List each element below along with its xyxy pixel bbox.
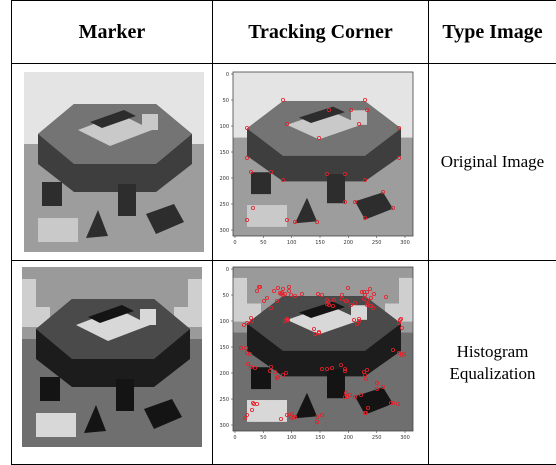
x-tick-label: 200 bbox=[344, 240, 354, 246]
marker-scene bbox=[24, 72, 204, 252]
x-tick-label: 300 bbox=[400, 435, 410, 441]
marker-image-original bbox=[12, 64, 213, 260]
tracking-cell: 0 50 100 150 200 250 300 0 50 100 150 200 250 300 bbox=[213, 64, 429, 261]
x-tick-label: 0 bbox=[233, 240, 236, 246]
block-tall bbox=[116, 379, 134, 411]
y-tick-label: 0 bbox=[226, 267, 229, 273]
marker-cell bbox=[12, 64, 213, 261]
y-tick-label: 200 bbox=[219, 176, 229, 182]
plot-image bbox=[233, 72, 413, 236]
tracking-plot-original: 0 50 100 150 200 250 300 0 50 100 150 200 250 300 bbox=[213, 64, 429, 260]
x-tick-label: 250 bbox=[372, 240, 382, 246]
small-cube bbox=[140, 309, 156, 325]
plot-area: 0 50 100 150 200 250 300 0 50 100 150 200 250 300 bbox=[219, 267, 413, 441]
flat-plate bbox=[38, 218, 78, 242]
block-tall bbox=[118, 184, 136, 216]
type-label-equalized: Histogram Equalization bbox=[429, 261, 556, 465]
block-left bbox=[251, 172, 271, 194]
comparison-table: Marker Tracking Corner Type Image 0 50 100… bbox=[11, 0, 556, 465]
tracking-cell: 0 50 100 150 200 250 300 0 50 100 150 200 250 300 bbox=[213, 261, 429, 465]
header-tracking-corner: Tracking Corner bbox=[213, 1, 429, 64]
table-row: 0 50 100 150 200 250 300 0 50 100 150 200 250 300 His… bbox=[12, 261, 556, 465]
y-tick-label: 300 bbox=[219, 423, 229, 429]
header-marker: Marker bbox=[12, 1, 213, 64]
y-tick-label: 300 bbox=[219, 228, 229, 234]
y-tick-label: 250 bbox=[219, 202, 229, 208]
x-tick-label: 50 bbox=[260, 435, 266, 441]
plot-image bbox=[233, 267, 413, 431]
y-tick-label: 100 bbox=[219, 124, 229, 130]
x-tick-label: 0 bbox=[233, 435, 236, 441]
block-left bbox=[42, 182, 62, 206]
y-tick-label: 50 bbox=[223, 98, 229, 104]
block-tall bbox=[327, 174, 345, 203]
marker-scene bbox=[22, 267, 202, 447]
block-tall bbox=[327, 369, 345, 398]
y-tick-label: 100 bbox=[219, 319, 229, 325]
x-tick-label: 250 bbox=[372, 435, 382, 441]
header-row: Marker Tracking Corner Type Image bbox=[12, 1, 556, 64]
y-tick-label: 200 bbox=[219, 371, 229, 377]
header-type-image: Type Image bbox=[429, 1, 556, 64]
flat-plate bbox=[247, 205, 287, 227]
y-tick-label: 0 bbox=[226, 72, 229, 78]
y-tick-label: 150 bbox=[219, 345, 229, 351]
plot-area: 0 50 100 150 200 250 300 0 50 100 150 200 250 300 bbox=[219, 72, 413, 246]
x-tick-label: 150 bbox=[315, 240, 325, 246]
x-tick-label: 150 bbox=[315, 435, 325, 441]
x-tick-label: 100 bbox=[287, 435, 297, 441]
marker-cell bbox=[12, 261, 213, 465]
y-tick-label: 250 bbox=[219, 397, 229, 403]
table-row: 0 50 100 150 200 250 300 0 50 100 150 200 250 300 Ori… bbox=[12, 64, 556, 261]
marker-image-equalized bbox=[12, 261, 213, 464]
tracking-plot-equalized: 0 50 100 150 200 250 300 0 50 100 150 200 250 300 bbox=[213, 261, 429, 464]
x-tick-label: 300 bbox=[400, 240, 410, 246]
x-tick-label: 200 bbox=[344, 435, 354, 441]
type-label-original: Original Image bbox=[429, 64, 556, 261]
flat-plate bbox=[36, 413, 76, 437]
block-left bbox=[40, 377, 60, 401]
x-tick-label: 100 bbox=[287, 240, 297, 246]
small-cube bbox=[142, 114, 158, 130]
y-tick-label: 50 bbox=[223, 293, 229, 299]
block-left bbox=[251, 367, 271, 389]
x-tick-label: 50 bbox=[260, 240, 266, 246]
y-tick-label: 150 bbox=[219, 150, 229, 156]
